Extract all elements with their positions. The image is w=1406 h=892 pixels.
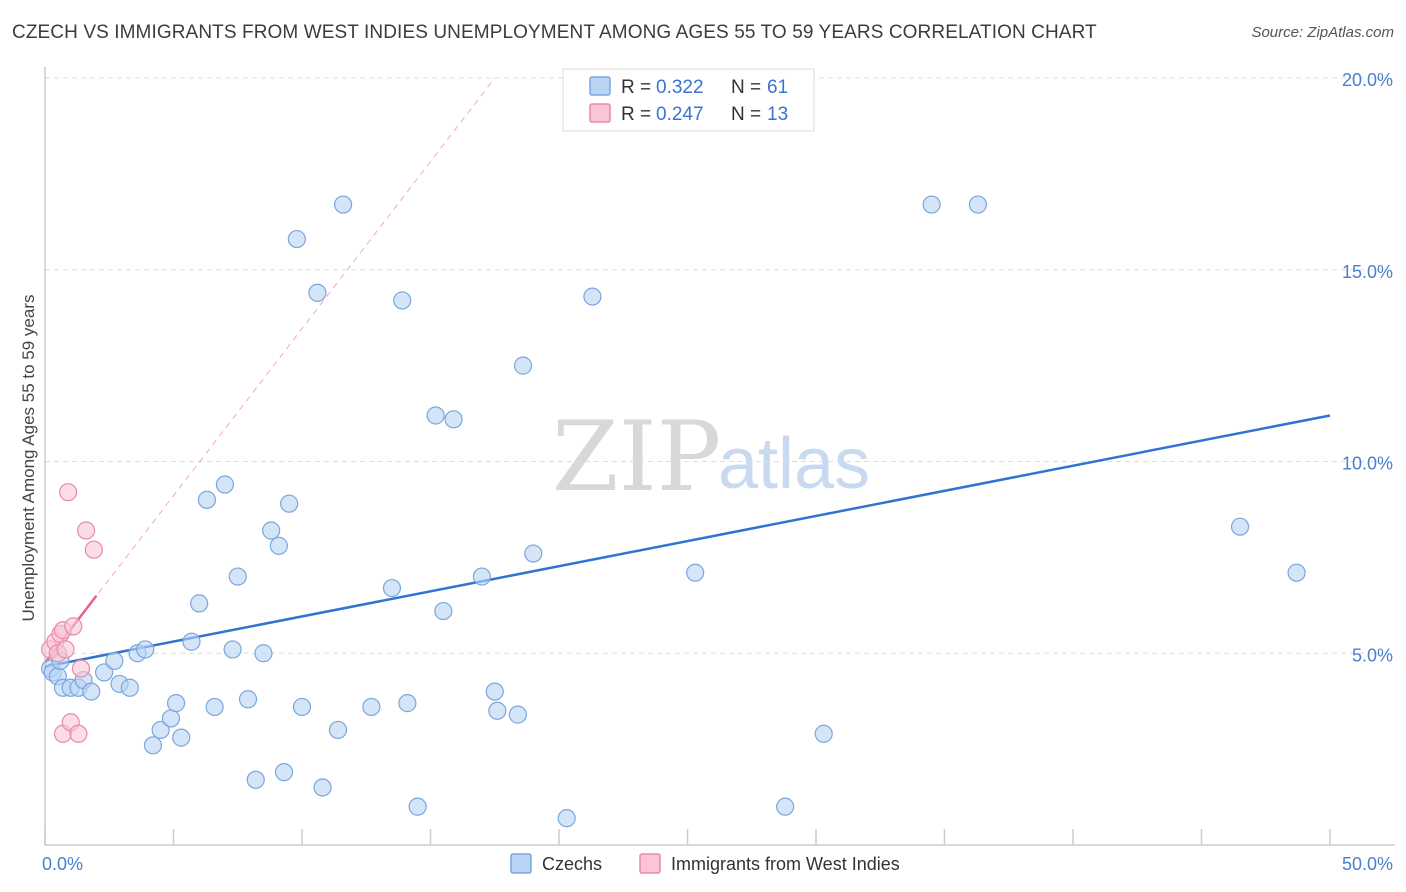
tick-labels: 5.0% 10.0% 15.0% 20.0% 0.0% 50.0% [42,70,1393,874]
point-czechs [393,291,412,310]
point-czechs [190,594,209,613]
legend: R = 0.322 N = 61 R = 0.247 N = 13 [562,68,815,132]
legend-n-value-czechs: 61 [767,77,788,98]
point-czechs [313,778,332,797]
point-czechs [334,195,353,214]
legend-swatch-czechs [589,76,611,96]
point-czechs [280,494,299,513]
point-czechs [488,701,507,720]
watermark-atlas: atlas [718,424,870,504]
point-czechs [508,705,527,724]
point-west-indies [64,617,83,636]
bottom-legend-swatch-west-indies [639,853,661,874]
point-czechs [120,678,139,697]
point-czechs [583,287,602,306]
point-west-indies [77,521,96,540]
watermark-zip: ZIP [552,401,721,513]
bottom-legend-czechs: Czechs [542,854,602,874]
point-czechs [223,640,242,659]
point-czechs [161,709,181,728]
point-czechs [922,195,941,214]
point-czechs [182,632,201,651]
trend-line-czechs [44,414,1331,668]
legend-r-value-czechs: 0.322 [656,77,704,98]
legend-r-label-czechs: R = [621,77,651,98]
point-czechs [557,809,576,828]
point-czechs [328,720,348,740]
point-czechs [287,229,306,249]
point-czechs [172,728,191,747]
legend-r-value-west-indies: 0.247 [656,104,704,125]
point-czechs [426,406,445,425]
point-czechs [472,567,491,586]
point-czechs [246,770,265,789]
point-czechs [262,521,281,540]
point-czechs [254,644,273,663]
point-czechs [776,797,795,816]
point-czechs [398,694,417,713]
point-czechs [274,763,294,782]
point-czechs [292,697,312,717]
legend-n-value-west-indies: 13 [767,104,788,125]
point-west-indies [56,640,75,659]
x-tick-label-min: 0.0% [42,854,83,874]
point-czechs [205,697,224,717]
point-czechs [362,697,381,717]
point-czechs [686,563,705,582]
x-tick-label-max: 50.0% [1342,854,1393,874]
point-czechs [308,283,327,302]
point-czechs [1230,517,1250,536]
source-label: Source: ZipAtlas.com [1251,24,1394,41]
point-czechs [215,475,234,494]
point-czechs [136,640,155,659]
y-tick-label: 10.0% [1342,454,1393,474]
chart-title: CZECH VS IMMIGRANTS FROM WEST INDIES UNE… [12,22,1097,43]
gridlines [45,77,1395,654]
point-czechs [382,578,402,598]
point-czechs [408,797,427,816]
point-west-indies [59,483,78,502]
point-west-indies [71,659,91,678]
data-points [41,195,1306,828]
bottom-legend: Czechs Immigrants from West Indies [510,853,900,874]
point-czechs [238,690,258,709]
y-tick-label: 5.0% [1352,645,1393,665]
point-czechs [197,490,217,509]
point-czechs [82,682,101,701]
point-czechs [485,682,504,701]
point-west-indies [84,540,103,559]
point-czechs [95,663,114,682]
point-czechs [444,410,463,429]
legend-swatch-west-indies [589,103,611,123]
legend-n-label-west-indies: N = [731,104,761,125]
point-czechs [814,724,833,743]
y-axis-label: Unemployment Among Ages 55 to 59 years [19,295,38,622]
axes [44,67,1395,846]
point-czechs [151,720,170,740]
y-tick-label: 20.0% [1342,70,1393,90]
legend-r-label-west-indies: R = [621,104,651,125]
point-czechs [434,601,453,621]
point-west-indies [69,724,88,743]
legend-n-label-czechs: N = [731,77,761,98]
point-czechs [105,651,124,671]
point-czechs [143,736,163,755]
bottom-legend-west-indies: Immigrants from West Indies [671,854,900,874]
point-czechs [228,567,247,586]
point-czechs [1287,563,1306,582]
point-czechs [513,356,533,375]
point-czechs [524,544,543,563]
trend-line-extended-west-indies [44,77,496,664]
point-czechs [269,536,288,555]
point-czechs [968,195,988,214]
bottom-legend-swatch-czechs [510,853,532,874]
point-czechs [166,694,186,713]
y-tick-label: 15.0% [1342,262,1393,282]
